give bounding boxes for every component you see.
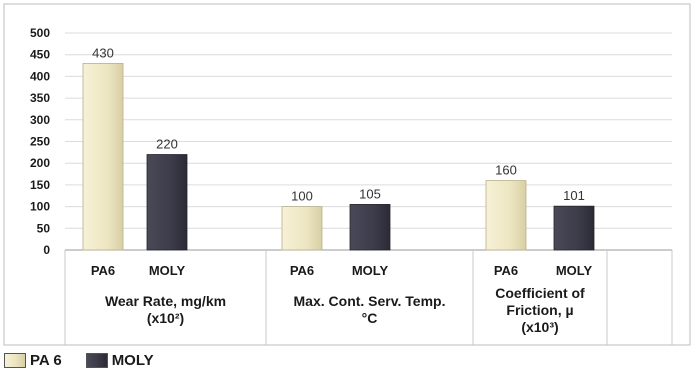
y-tick-label: 50 — [37, 221, 51, 235]
y-tick-label: 400 — [30, 69, 50, 83]
x-subcategory-label: PA6 — [290, 263, 314, 278]
x-subcategory-label: MOLY — [352, 263, 389, 278]
y-tick-label: 250 — [30, 135, 50, 149]
x-group-label: Coefficient of — [495, 285, 585, 301]
legend-item-pa6: PA 6 — [4, 352, 62, 369]
legend: PA 6 MOLY — [4, 352, 170, 369]
data-label: 101 — [563, 188, 585, 203]
y-tick-label: 350 — [30, 91, 50, 105]
y-tick-label: 300 — [30, 113, 50, 127]
legend-swatch-moly — [85, 353, 108, 368]
y-tick-label: 0 — [43, 243, 50, 257]
legend-item-moly: MOLY — [85, 352, 154, 369]
y-tick-label: 100 — [30, 200, 50, 214]
label-layer: 0 50 100 150 200 250 300 350 400 450 500 430 PA6 220 M… — [30, 26, 593, 335]
y-tick-label: 150 — [30, 178, 50, 192]
x-subcategory-label: MOLY — [556, 263, 593, 278]
y-tick-label: 500 — [30, 26, 50, 40]
bar-moly — [146, 154, 188, 251]
data-label: 105 — [359, 186, 381, 201]
y-tick-label: 200 — [30, 156, 50, 170]
bar-pa6 — [485, 180, 527, 251]
x-group-label: Max. Cont. Serv. Temp. — [294, 293, 446, 309]
bar-pa6 — [82, 62, 124, 251]
chart-frame — [3, 3, 691, 346]
x-group-label: Friction, µ — [506, 302, 573, 318]
bar-moly — [553, 205, 595, 251]
data-label: 160 — [495, 163, 517, 178]
legend-swatch-pa6 — [4, 353, 26, 368]
x-group-label: (x10²) — [147, 310, 184, 326]
legend-label-moly: MOLY — [111, 352, 154, 369]
x-subcategory-label: PA6 — [91, 263, 115, 278]
x-subcategory-label: PA6 — [494, 263, 518, 278]
legend-label-pa6: PA 6 — [30, 352, 62, 369]
x-group-label: Wear Rate, mg/km — [105, 293, 226, 309]
x-subcategory-label: MOLY — [149, 263, 186, 278]
bar-moly — [349, 204, 391, 251]
y-tick-label: 450 — [30, 48, 50, 62]
data-label: 430 — [92, 45, 114, 60]
bar-layer — [82, 62, 595, 251]
x-group-label: (x10³) — [521, 319, 558, 335]
bar-pa6 — [281, 206, 323, 251]
data-label: 220 — [156, 137, 178, 152]
data-label: 100 — [291, 189, 313, 204]
x-group-label: °C — [362, 310, 378, 326]
